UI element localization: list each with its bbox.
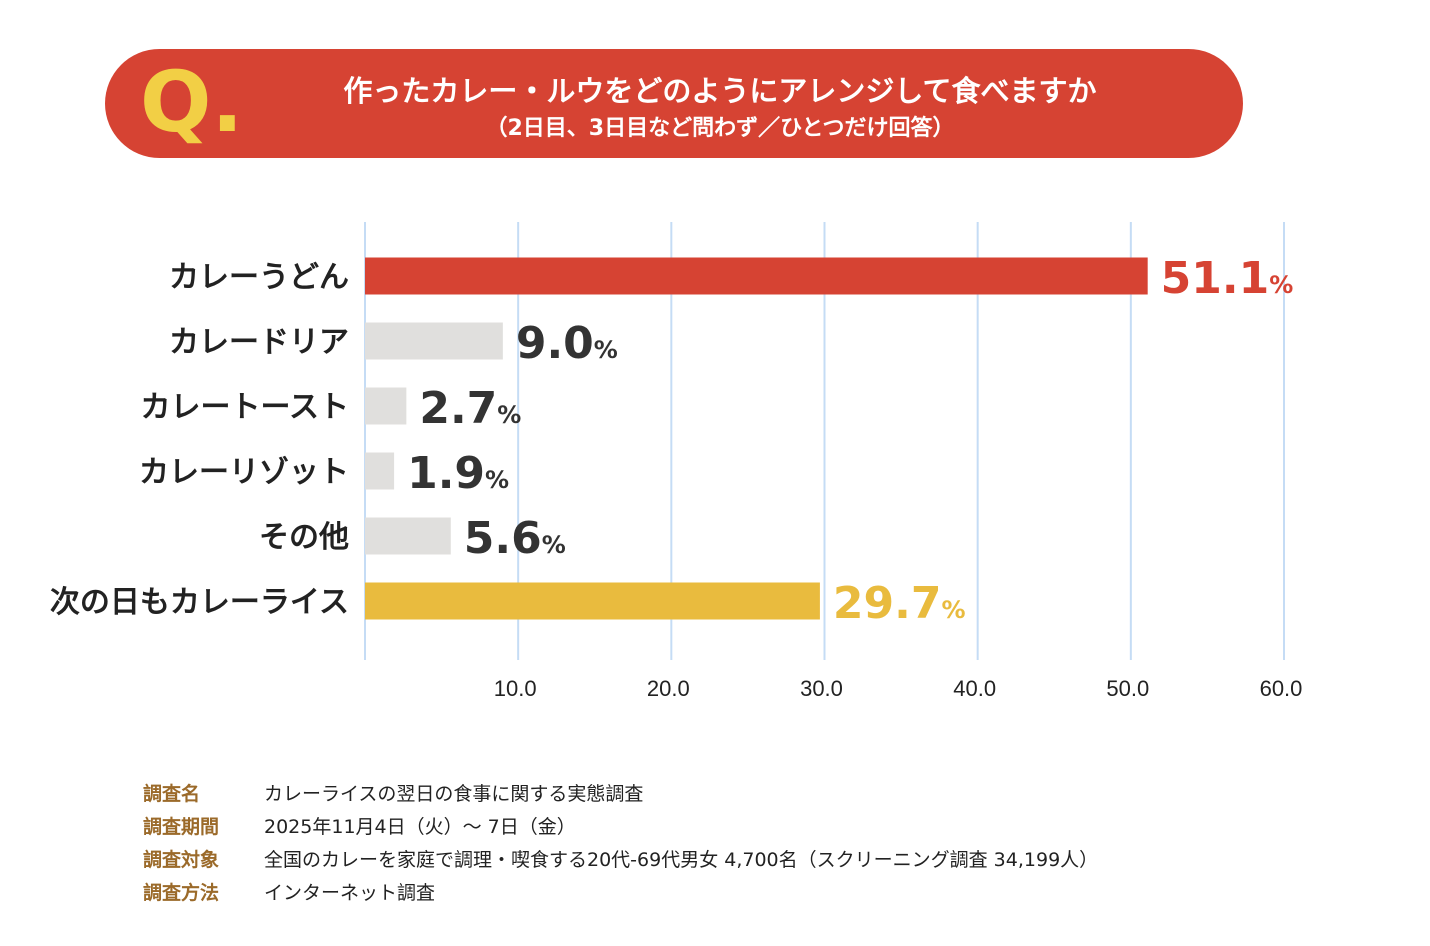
survey-notes: 調査名 カレーライスの翌日の食事に関する実態調査 調査期間 2025年11月4日（火… <box>143 776 1098 908</box>
x-tick-label: 50.0 <box>1106 676 1149 701</box>
survey-row: 調査対象 全国のカレーを家庭で調理・喫食する20代-69代男女 4,700名（スク… <box>143 842 1098 875</box>
unit-label: % <box>941 596 965 624</box>
survey-value: 2025年11月4日（火）～ 7日（金） <box>264 816 576 838</box>
question-marker: Q. <box>140 53 244 151</box>
x-tick-label: 30.0 <box>800 676 843 701</box>
value-label: 29.7% <box>833 578 966 629</box>
value-label: 1.9% <box>407 448 509 499</box>
x-tick-label: 40.0 <box>953 676 996 701</box>
category-label: カレートースト <box>141 390 350 425</box>
value-label: 9.0% <box>516 318 618 369</box>
category-label: カレードリア <box>169 325 349 360</box>
x-tick-label: 20.0 <box>647 676 690 701</box>
x-tick-label: 10.0 <box>494 676 537 701</box>
survey-row: 調査名 カレーライスの翌日の食事に関する実態調査 <box>143 776 1098 809</box>
survey-key: 調査名 <box>143 783 201 805</box>
bar <box>365 257 1148 295</box>
question-subtitle: （2日目、3日目など問わず／ひとつだけ回答） <box>485 116 955 141</box>
bar <box>365 322 503 360</box>
category-label: その他 <box>259 520 349 555</box>
question-title: 作ったカレー・ルウをどのようにアレンジして食べますか <box>343 74 1097 108</box>
bar <box>365 452 395 490</box>
bar-chart: 10.0 20.0 30.0 40.0 50.0 60.0 カレーうどん 51.1% カレードリ… <box>50 222 1303 701</box>
unit-label: % <box>1269 271 1293 299</box>
bar <box>365 387 407 425</box>
value-label: 51.1% <box>1161 253 1294 304</box>
unit-label: % <box>497 401 521 429</box>
question-banner <box>105 49 1243 158</box>
category-label: カレーうどん <box>169 260 349 295</box>
x-tick-label: 60.0 <box>1260 676 1303 701</box>
survey-key: 調査期間 <box>143 816 220 838</box>
survey-value: インターネット調査 <box>264 882 436 904</box>
unit-label: % <box>542 531 566 559</box>
bar <box>365 517 451 555</box>
bar <box>365 582 820 620</box>
unit-label: % <box>485 466 509 494</box>
survey-value: カレーライスの翌日の食事に関する実態調査 <box>264 783 644 805</box>
value-label: 2.7% <box>419 383 521 434</box>
survey-key: 調査対象 <box>143 849 220 871</box>
survey-row: 調査期間 2025年11月4日（火）～ 7日（金） <box>143 809 1098 842</box>
unit-label: % <box>594 336 618 364</box>
survey-key: 調査方法 <box>143 882 220 904</box>
category-label: カレーリゾット <box>139 455 349 490</box>
survey-value: 全国のカレーを家庭で調理・喫食する20代-69代男女 4,700名（スクリーニン… <box>264 849 1099 871</box>
survey-row: 調査方法 インターネット調査 <box>143 875 1098 908</box>
value-label: 5.6% <box>464 513 566 564</box>
category-label: 次の日もカレーライス <box>50 585 349 620</box>
